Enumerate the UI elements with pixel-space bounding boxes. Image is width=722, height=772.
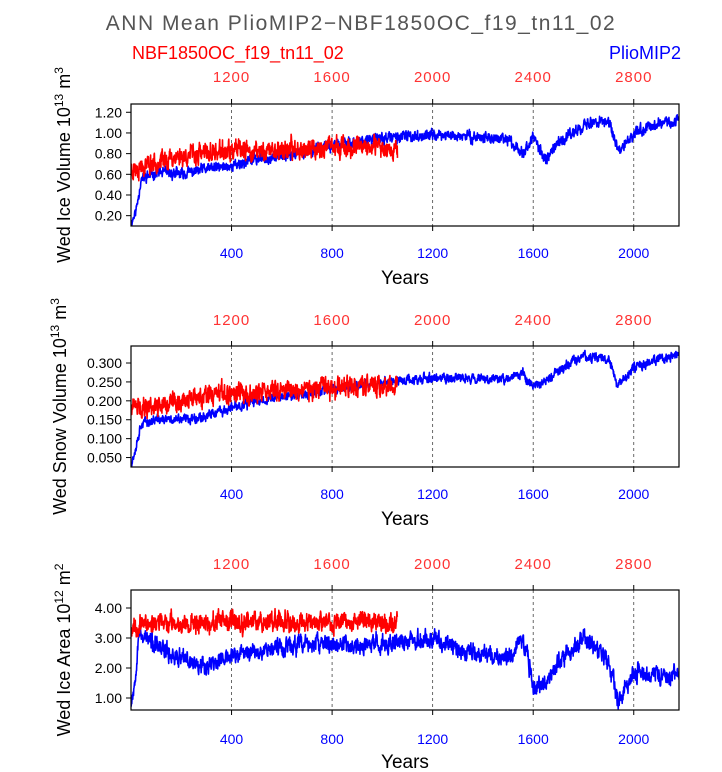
y-tick-label: 0.300	[87, 355, 122, 371]
plot-frame	[130, 345, 680, 468]
y-tick-label: 0.20	[95, 208, 122, 224]
y-axis-label: Wed Snow Volume 1013 m3	[48, 298, 70, 515]
y-tick-label: 1.00	[95, 125, 122, 141]
x-tick-label-bottom: 1200	[417, 731, 448, 747]
x-tick-label-bottom: 400	[220, 245, 244, 261]
x-tick-label-bottom: 1600	[518, 245, 549, 261]
y-tick-label: 0.80	[95, 146, 122, 162]
chart-panel-2: 0.050 0.100 0.150 0.200 0.250 0.300 400 800 1200…	[48, 298, 680, 530]
series-line-nbf1850oc	[131, 607, 399, 638]
y-tick-label: 0.150	[87, 412, 122, 428]
series-line-pliomip2	[131, 625, 679, 710]
x-axis-label: Years	[381, 268, 429, 289]
x-tick-label-top: 1600	[313, 69, 350, 86]
y-axis-label: Wed Ice Volume 1013 m3	[52, 67, 74, 263]
x-tick-label-top: 2400	[515, 69, 552, 86]
x-tick-label-bottom: 800	[320, 731, 344, 747]
series-line-nbf1850oc	[131, 133, 399, 182]
x-tick-label-top: 2800	[615, 556, 652, 573]
x-tick-label-top: 2400	[515, 556, 552, 573]
chart-panel-3: 1.00 2.00 3.00 4.00 400 800 1200 1600 2000 1200 16…	[52, 556, 680, 772]
y-tick-label: 1.20	[95, 104, 122, 120]
x-tick-label-top: 1200	[213, 312, 250, 329]
x-axis-label: Years	[381, 509, 429, 530]
x-tick-label-top: 1200	[213, 69, 250, 86]
chart-panel-1: 0.20 0.40 0.60 0.80 1.00 1.20 400 800 1200 1600 20…	[52, 67, 680, 289]
x-tick-label-top: 1600	[313, 312, 350, 329]
x-tick-label-bottom: 2000	[618, 731, 649, 747]
figure-title: ANN Mean PlioMIP2−NBF1850OC_f19_tn11_02	[106, 12, 616, 35]
x-tick-label-top: 1200	[213, 556, 250, 573]
x-tick-label-bottom: 1600	[518, 486, 549, 502]
series-line-nbf1850oc	[131, 373, 399, 420]
x-tick-label-bottom: 1200	[417, 245, 448, 261]
x-tick-label-bottom: 800	[320, 245, 344, 261]
y-tick-label: 0.250	[87, 374, 122, 390]
x-tick-label-top: 2800	[615, 312, 652, 329]
y-tick-label: 4.00	[95, 600, 122, 616]
x-axis-label: Years	[381, 752, 429, 772]
x-tick-label-top: 2800	[615, 69, 652, 86]
y-tick-label: 0.60	[95, 166, 122, 182]
chart-panels: 0.20 0.40 0.60 0.80 1.00 1.20 400 800 1200 1600 20…	[48, 67, 680, 772]
plot-frame	[130, 589, 680, 711]
x-tick-label-bottom: 1200	[417, 486, 448, 502]
x-tick-label-bottom: 1600	[518, 731, 549, 747]
x-tick-label-bottom: 2000	[618, 486, 649, 502]
series-line-pliomip2	[131, 114, 679, 226]
y-tick-label: 2.00	[95, 660, 122, 676]
y-tick-label: 0.050	[87, 450, 122, 466]
series-line-pliomip2	[131, 349, 679, 467]
y-tick-label: 0.200	[87, 393, 122, 409]
y-tick-label: 1.00	[95, 690, 122, 706]
x-tick-label-top: 1600	[313, 556, 350, 573]
plot-frame	[130, 103, 680, 227]
x-tick-label-top: 2000	[414, 69, 451, 86]
legend-red-label: NBF1850OC_f19_tn11_02	[132, 43, 344, 64]
y-tick-label: 0.40	[95, 187, 122, 203]
x-tick-label-bottom: 400	[220, 731, 244, 747]
y-tick-label: 3.00	[95, 630, 122, 646]
x-tick-label-bottom: 400	[220, 486, 244, 502]
legend-blue-label: PlioMIP2	[609, 43, 681, 63]
x-tick-label-bottom: 2000	[618, 245, 649, 261]
y-axis-label: Wed Ice Area 1012 m2	[52, 563, 74, 736]
y-tick-label: 0.100	[87, 431, 122, 447]
x-tick-label-bottom: 800	[320, 486, 344, 502]
x-tick-label-top: 2400	[515, 312, 552, 329]
x-tick-label-top: 2000	[414, 312, 451, 329]
x-tick-label-top: 2000	[414, 556, 451, 573]
